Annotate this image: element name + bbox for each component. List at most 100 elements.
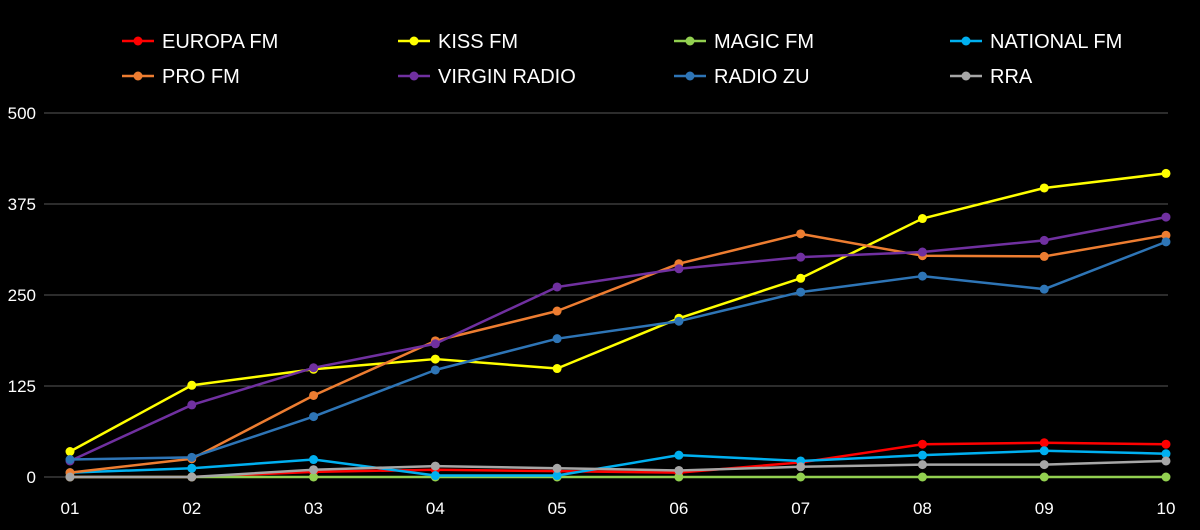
legend-label: EUROPA FM (162, 31, 278, 53)
legend-label: RADIO ZU (714, 66, 810, 88)
x-tick-label: 03 (304, 499, 323, 518)
y-axis-ticks: 0 125 250 375 500 (8, 104, 36, 487)
legend-marker (133, 36, 143, 46)
data-point (917, 460, 927, 470)
gridlines (44, 112, 1168, 478)
data-point (309, 472, 319, 482)
data-point (917, 439, 927, 449)
series-radio-zu (65, 237, 1171, 465)
x-tick-label: 08 (913, 499, 932, 518)
data-point (917, 472, 927, 482)
data-point (796, 229, 806, 239)
legend-item: RRA (950, 66, 1033, 88)
data-point (187, 472, 197, 482)
legend-marker (409, 36, 419, 46)
series-virgin-radio (65, 212, 1171, 466)
series-kiss-fm (65, 168, 1171, 457)
legend-label: NATIONAL FM (990, 31, 1122, 53)
data-point (430, 461, 440, 471)
data-point (1161, 456, 1171, 466)
x-tick-label: 07 (791, 499, 810, 518)
legend-item: MAGIC FM (674, 31, 814, 53)
data-point (1161, 439, 1171, 449)
series-line (69, 215, 1167, 463)
data-point (552, 463, 562, 473)
data-point (309, 390, 319, 400)
data-point (796, 462, 806, 472)
data-point (796, 252, 806, 262)
data-point (1161, 449, 1171, 459)
data-point (430, 365, 440, 375)
data-point (1161, 230, 1171, 240)
x-tick-label: 10 (1157, 499, 1176, 518)
data-point (187, 463, 197, 473)
x-tick-label: 02 (182, 499, 201, 518)
data-point (187, 400, 197, 410)
data-point (430, 339, 440, 349)
legend-marker (685, 36, 695, 46)
data-point (674, 316, 684, 326)
y-tick-label: 0 (27, 468, 36, 487)
legend-item: RADIO ZU (674, 66, 810, 88)
data-point (552, 364, 562, 374)
data-point (65, 447, 75, 457)
series-pro-fm (65, 229, 1171, 478)
series-line (69, 240, 1167, 461)
data-point (796, 273, 806, 283)
data-point (674, 465, 684, 475)
x-tick-label: 05 (548, 499, 567, 518)
legend-item: PRO FM (122, 66, 240, 88)
series-line (70, 441, 1167, 479)
series-rra (65, 456, 1171, 482)
data-point (65, 472, 75, 482)
data-point (309, 455, 319, 465)
legend-marker (409, 71, 419, 81)
data-point (552, 471, 562, 481)
data-point (796, 472, 806, 482)
data-point (187, 380, 197, 390)
data-point (552, 334, 562, 344)
data-point (1039, 284, 1049, 294)
legend-label: PRO FM (162, 66, 240, 88)
series-line (69, 172, 1167, 453)
x-axis-ticks: 01 02 03 04 05 06 07 08 09 10 (61, 499, 1176, 518)
data-point (1039, 472, 1049, 482)
data-point (917, 214, 927, 224)
data-point (430, 354, 440, 364)
legend-item: KISS FM (398, 31, 518, 53)
legend-item: VIRGIN RADIO (398, 66, 576, 88)
data-point (674, 264, 684, 274)
legend-marker (961, 36, 971, 46)
series-group (65, 168, 1171, 482)
data-point (917, 450, 927, 460)
y-tick-label: 375 (8, 195, 36, 214)
data-point (674, 472, 684, 482)
data-point (1161, 472, 1171, 482)
legend-item: NATIONAL FM (950, 31, 1122, 53)
legend: EUROPA FM KISS FM MAGIC FM NATIONAL FM PRO F… (122, 31, 1122, 88)
data-point (1039, 446, 1049, 456)
x-tick-label: 01 (61, 499, 80, 518)
series-line (70, 459, 1167, 479)
data-point (1039, 235, 1049, 245)
series-line (69, 232, 1167, 474)
data-point (1161, 168, 1171, 178)
data-point (1039, 251, 1049, 261)
legend-marker (133, 71, 143, 81)
y-tick-label: 125 (8, 377, 36, 396)
data-point (1039, 460, 1049, 470)
x-tick-label: 04 (426, 499, 445, 518)
legend-label: RRA (990, 66, 1033, 88)
data-point (917, 247, 927, 257)
legend-label: KISS FM (438, 31, 518, 53)
data-point (309, 363, 319, 373)
legend-item: EUROPA FM (122, 31, 278, 53)
data-point (1161, 237, 1171, 247)
legend-marker (685, 71, 695, 81)
data-point (309, 412, 319, 422)
legend-label: VIRGIN RADIO (438, 66, 576, 88)
data-point (187, 452, 197, 462)
data-point (430, 471, 440, 481)
x-tick-label: 09 (1035, 499, 1054, 518)
